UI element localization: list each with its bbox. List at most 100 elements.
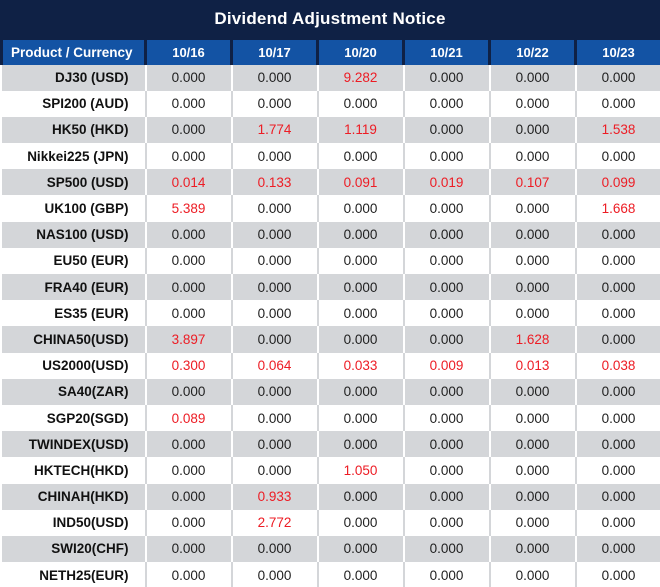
value-cell: 1.538 xyxy=(575,116,660,144)
product-cell: EU50 (EUR) xyxy=(1,247,147,274)
column-header-date: 10/21 xyxy=(402,37,491,65)
value-cell: 0.000 xyxy=(231,378,319,405)
value-cell: 0.000 xyxy=(489,404,577,432)
value-cell: 0.000 xyxy=(145,457,233,484)
product-cell: NAS100 (USD) xyxy=(1,221,147,248)
value-cell: 0.000 xyxy=(575,247,660,274)
value-cell: 0.000 xyxy=(145,247,233,274)
value-cell: 0.000 xyxy=(317,562,405,587)
value-cell: 0.000 xyxy=(575,431,660,458)
value-cell: 0.000 xyxy=(317,535,405,563)
value-cell: 1.050 xyxy=(317,457,405,484)
product-cell: CHINA50(USD) xyxy=(1,326,147,353)
value-cell: 0.000 xyxy=(403,326,491,353)
value-cell: 0.000 xyxy=(489,300,577,327)
value-cell: 0.091 xyxy=(317,169,405,196)
value-cell: 0.000 xyxy=(575,221,660,248)
product-cell: NETH25(EUR) xyxy=(1,562,147,587)
value-cell: 0.000 xyxy=(317,483,405,510)
value-cell: 0.000 xyxy=(489,274,577,301)
product-cell: ES35 (EUR) xyxy=(1,300,147,327)
value-cell: 0.000 xyxy=(403,143,491,170)
value-cell: 9.282 xyxy=(317,64,405,91)
value-cell: 0.013 xyxy=(489,352,577,379)
table-row: NETH25(EUR) 0.000 0.000 0.000 0.000 0.000 0.00… xyxy=(1,562,660,587)
value-cell: 0.107 xyxy=(489,169,577,196)
value-cell: 0.000 xyxy=(231,143,319,170)
value-cell: 0.000 xyxy=(317,404,405,432)
table-row: FRA40 (EUR) 0.000 0.000 0.000 0.000 0.000 0.00… xyxy=(1,274,660,301)
value-cell: 0.000 xyxy=(317,195,405,222)
product-cell: IND50(USD) xyxy=(1,509,147,536)
value-cell: 0.000 xyxy=(403,535,491,563)
value-cell: 0.000 xyxy=(575,483,660,510)
value-cell: 0.000 xyxy=(145,116,233,144)
value-cell: 0.089 xyxy=(145,404,233,432)
value-cell: 0.000 xyxy=(231,431,319,458)
product-cell: DJ30 (USD) xyxy=(1,64,147,91)
value-cell: 0.000 xyxy=(403,64,491,91)
value-cell: 0.000 xyxy=(403,457,491,484)
value-cell: 0.000 xyxy=(231,535,319,563)
value-cell: 0.000 xyxy=(231,562,319,587)
value-cell: 0.000 xyxy=(575,326,660,353)
value-cell: 0.000 xyxy=(231,274,319,301)
value-cell: 5.389 xyxy=(145,195,233,222)
product-cell: US2000(USD) xyxy=(1,352,147,379)
value-cell: 0.000 xyxy=(575,457,660,484)
value-cell: 0.000 xyxy=(403,300,491,327)
table-row: UK100 (GBP) 5.389 0.000 0.000 0.000 0.000 1.66… xyxy=(1,195,660,222)
value-cell: 0.000 xyxy=(231,300,319,327)
value-cell: 0.000 xyxy=(489,378,577,405)
value-cell: 0.033 xyxy=(317,352,405,379)
table-row: TWINDEX(USD) 0.000 0.000 0.000 0.000 0.000 0.0… xyxy=(1,431,660,458)
value-cell: 0.000 xyxy=(403,378,491,405)
column-header-product: Product / Currency xyxy=(0,37,147,65)
table-row: SP500 (USD) 0.014 0.133 0.091 0.019 0.107 0.09… xyxy=(1,169,660,196)
value-cell: 0.000 xyxy=(489,483,577,510)
value-cell: 0.000 xyxy=(145,562,233,587)
value-cell: 0.000 xyxy=(575,64,660,91)
value-cell: 0.000 xyxy=(145,274,233,301)
table-row: CHINAH(HKD) 0.000 0.933 0.000 0.000 0.000 0.00… xyxy=(1,483,660,510)
table-row: SA40(ZAR) 0.000 0.000 0.000 0.000 0.000 0.000 xyxy=(1,378,660,405)
value-cell: 1.774 xyxy=(231,116,319,144)
value-cell: 0.000 xyxy=(403,247,491,274)
column-header-date: 10/22 xyxy=(488,37,577,65)
value-cell: 1.628 xyxy=(489,326,577,353)
product-cell: HK50 (HKD) xyxy=(1,116,147,144)
value-cell: 0.000 xyxy=(489,64,577,91)
table-row: DJ30 (USD) 0.000 0.000 9.282 0.000 0.000 0.000 xyxy=(1,64,660,91)
value-cell: 0.000 xyxy=(403,431,491,458)
value-cell: 0.133 xyxy=(231,169,319,196)
value-cell: 0.000 xyxy=(489,116,577,144)
value-cell: 0.000 xyxy=(575,90,660,117)
product-cell: SGP20(SGD) xyxy=(1,404,147,432)
value-cell: 0.300 xyxy=(145,352,233,379)
product-cell: TWINDEX(USD) xyxy=(1,431,147,458)
value-cell: 0.000 xyxy=(145,431,233,458)
value-cell: 0.000 xyxy=(575,143,660,170)
value-cell: 0.000 xyxy=(489,90,577,117)
value-cell: 0.000 xyxy=(489,221,577,248)
value-cell: 0.000 xyxy=(145,378,233,405)
value-cell: 0.000 xyxy=(489,457,577,484)
column-header-date: 10/17 xyxy=(230,37,319,65)
value-cell: 0.000 xyxy=(575,535,660,563)
table-row: US2000(USD) 0.300 0.064 0.033 0.009 0.013 0.03… xyxy=(1,352,660,379)
title-bar: Dividend Adjustment Notice xyxy=(0,0,660,37)
value-cell: 0.000 xyxy=(403,562,491,587)
value-cell: 0.000 xyxy=(231,64,319,91)
table-row: SWI20(CHF) 0.000 0.000 0.000 0.000 0.000 0.000 xyxy=(1,535,660,563)
value-cell: 0.000 xyxy=(145,535,233,563)
value-cell: 0.009 xyxy=(403,352,491,379)
value-cell: 0.000 xyxy=(145,221,233,248)
product-cell: SA40(ZAR) xyxy=(1,378,147,405)
table-row: ES35 (EUR) 0.000 0.000 0.000 0.000 0.000 0.000 xyxy=(1,300,660,327)
value-cell: 0.000 xyxy=(231,247,319,274)
product-cell: Nikkei225 (JPN) xyxy=(1,143,147,170)
value-cell: 2.772 xyxy=(231,509,319,536)
product-cell: FRA40 (EUR) xyxy=(1,274,147,301)
value-cell: 0.099 xyxy=(575,169,660,196)
value-cell: 0.000 xyxy=(317,221,405,248)
